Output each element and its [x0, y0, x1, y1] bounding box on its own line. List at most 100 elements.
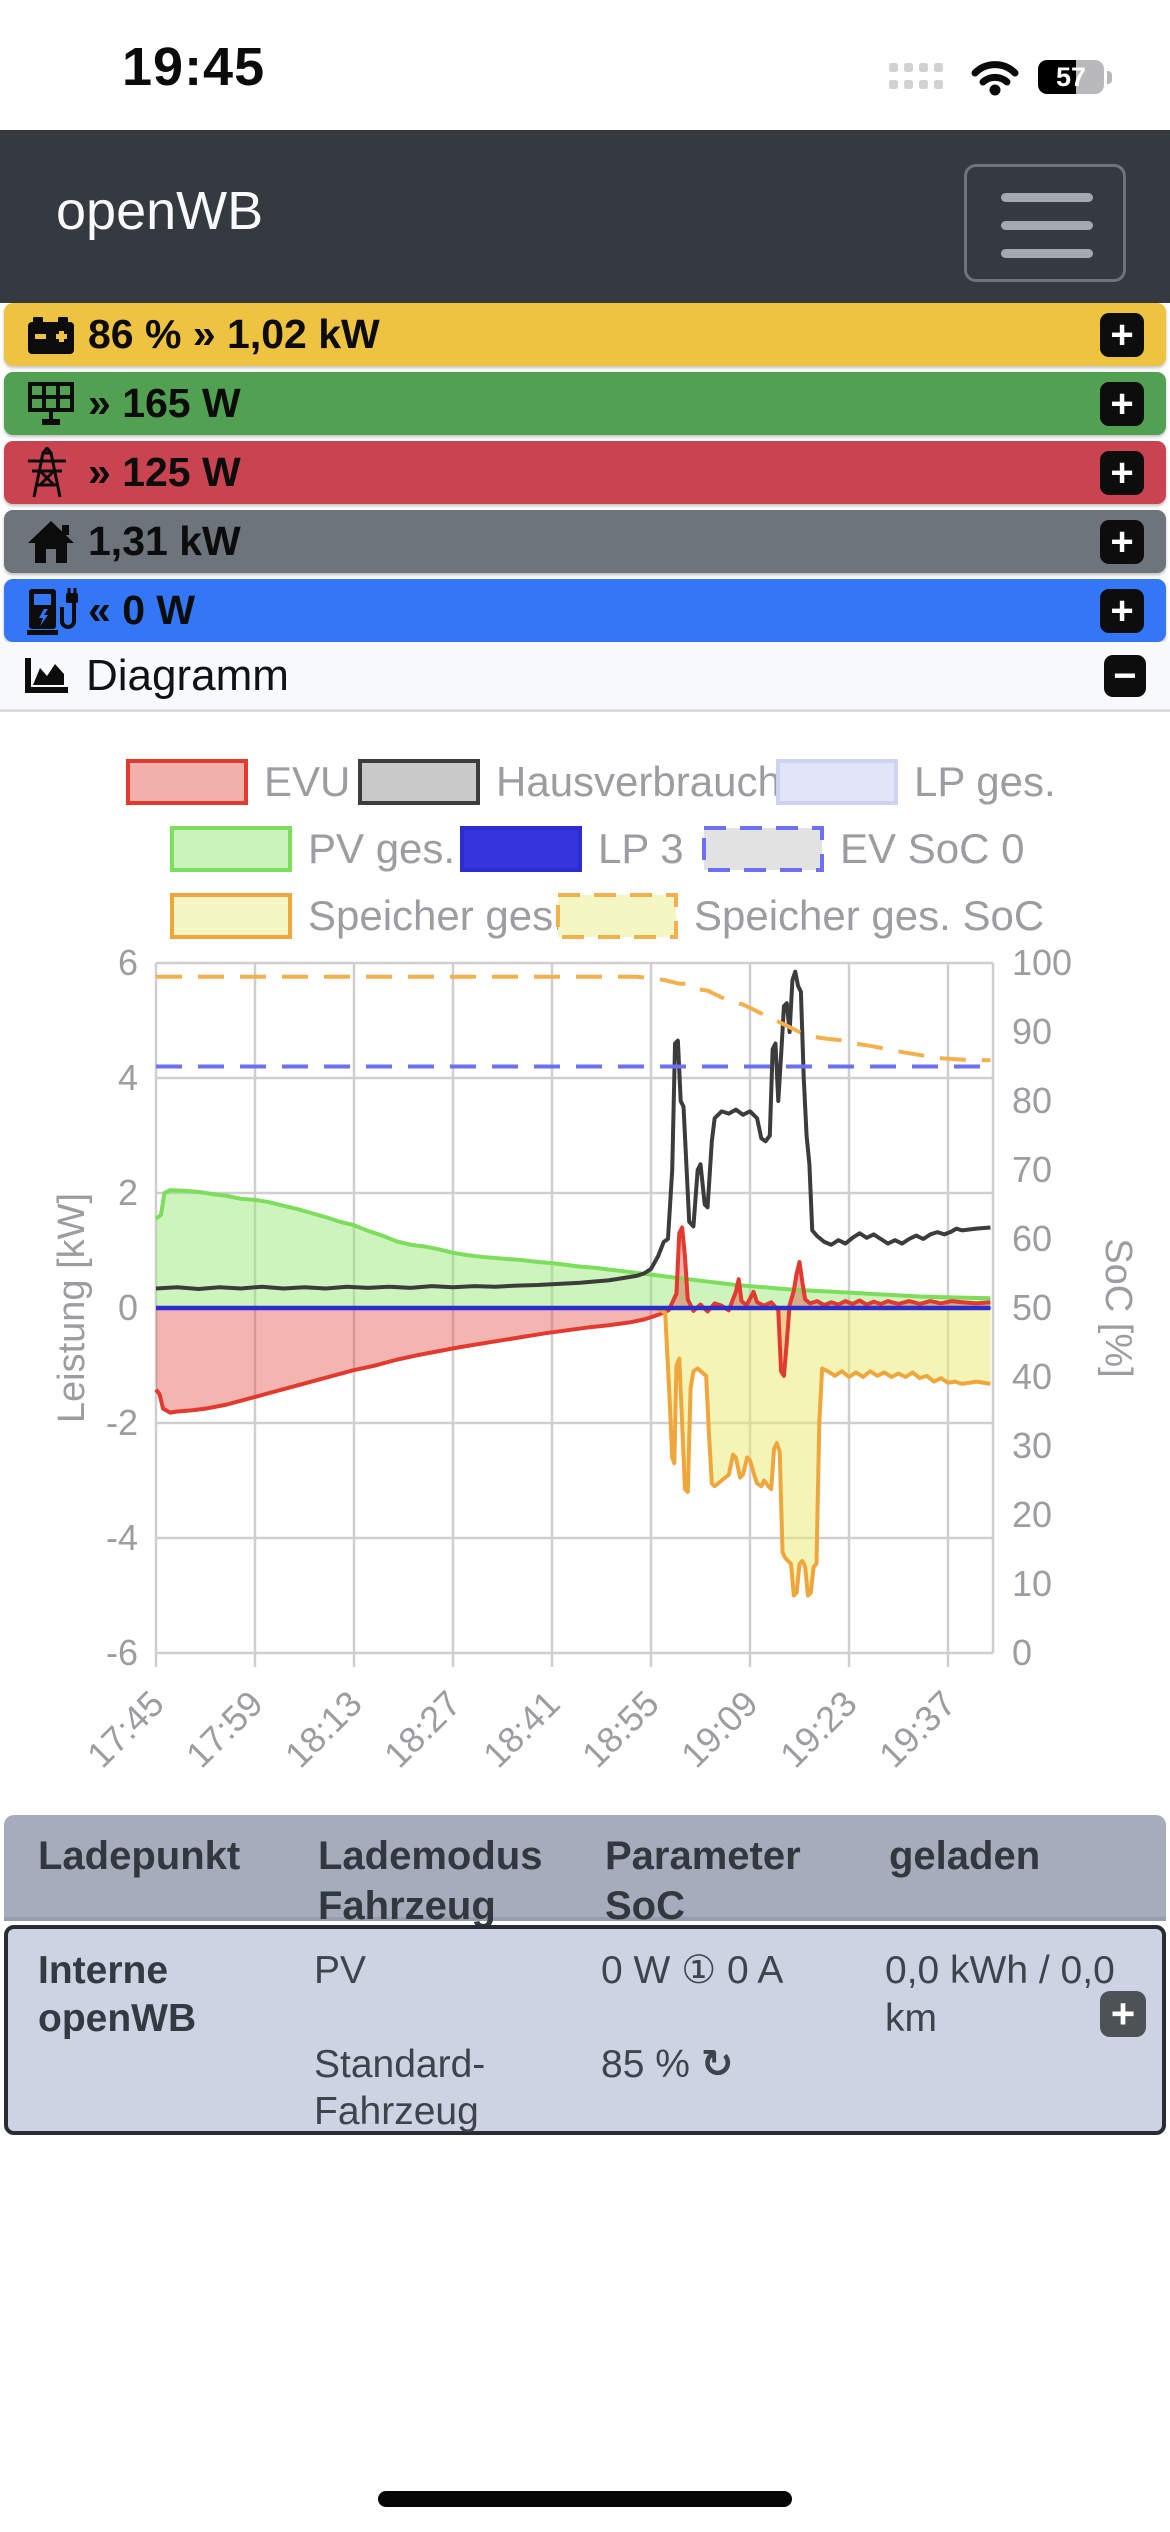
area-chart-icon — [25, 657, 68, 693]
expand-chargepoint-button[interactable]: + — [1100, 588, 1144, 633]
status-tile-chargepoint[interactable]: « 0 W + — [4, 579, 1166, 642]
pv-tile-label: » 165 W — [88, 380, 241, 426]
svg-text:20: 20 — [1012, 1494, 1052, 1535]
svg-text:10: 10 — [1012, 1563, 1052, 1604]
svg-text:18:55: 18:55 — [574, 1683, 667, 1776]
svg-text:SoC [%]: SoC [%] — [1097, 1238, 1139, 1377]
svg-text:Speicher ges. SoC: Speicher ges. SoC — [694, 892, 1044, 939]
chargepoint-row[interactable]: Interne openWB PV Standard-Fahrzeug 0 W … — [4, 1925, 1166, 2135]
svg-text:0: 0 — [118, 1287, 138, 1328]
chargepoint-name: Interne openWB — [38, 1949, 197, 2040]
svg-text:-2: -2 — [106, 1402, 138, 1443]
ios-status-bar: 19:45 57 — [0, 0, 1170, 130]
expand-chargepoint-row-button[interactable]: + — [1100, 1990, 1146, 2037]
battery-icon: 57 — [1038, 60, 1104, 94]
svg-text:-6: -6 — [106, 1632, 138, 1673]
svg-text:EV SoC 0: EV SoC 0 — [840, 825, 1024, 872]
grid-tile-label: » 125 W — [88, 449, 241, 495]
hamburger-icon — [1001, 193, 1093, 277]
svg-text:30: 30 — [1012, 1425, 1052, 1466]
svg-text:19:23: 19:23 — [772, 1683, 865, 1776]
phase-count-icon: ① — [681, 1949, 717, 1992]
svg-text:2: 2 — [118, 1172, 138, 1213]
svg-text:6: 6 — [118, 942, 138, 983]
expand-pv-button[interactable]: + — [1100, 381, 1144, 426]
plus-icon: + — [1110, 450, 1134, 495]
home-indicator — [378, 2491, 792, 2507]
svg-text:19:37: 19:37 — [871, 1683, 964, 1776]
plus-icon: + — [1110, 519, 1134, 564]
vehicle-soc-line: 85 % ↻ — [601, 2041, 885, 2089]
collapse-diagram-button[interactable]: − — [1104, 653, 1146, 698]
wifi-icon — [971, 61, 1019, 96]
svg-text:18:27: 18:27 — [376, 1683, 469, 1776]
svg-text:18:41: 18:41 — [475, 1683, 568, 1776]
house-icon — [26, 519, 82, 565]
svg-text:70: 70 — [1012, 1149, 1052, 1190]
svg-text:17:59: 17:59 — [178, 1683, 271, 1776]
svg-text:Hausverbrauch: Hausverbrauch — [496, 758, 781, 805]
battery-percent: 57 — [1055, 61, 1087, 92]
refresh-soc-icon[interactable]: ↻ — [700, 2042, 734, 2086]
diagram-section-header[interactable]: Diagramm − — [0, 642, 1170, 712]
plus-icon: + — [1110, 312, 1134, 357]
expand-grid-button[interactable]: + — [1100, 450, 1144, 495]
status-tile-house[interactable]: 1,31 kW + — [4, 510, 1166, 573]
status-tile-battery[interactable]: 86 % » 1,02 kW + — [4, 303, 1166, 366]
svg-text:Speicher ges.: Speicher ges. — [308, 892, 565, 939]
plus-icon: + — [1110, 381, 1134, 426]
header-geladen: geladen — [889, 1834, 1041, 1878]
svg-text:17:45: 17:45 — [79, 1683, 172, 1776]
chargepoint-tile-label: « 0 W — [88, 587, 196, 633]
svg-text:LP 3: LP 3 — [598, 825, 684, 872]
expand-house-button[interactable]: + — [1100, 519, 1144, 564]
status-tile-pv[interactable]: » 165 W + — [4, 372, 1166, 435]
status-tile-grid[interactable]: » 125 W + — [4, 441, 1166, 504]
header-parameter: Parameter SoC — [605, 1834, 801, 1928]
charged-amount: 0,0 kWh / 0,0 km — [885, 1949, 1115, 2040]
svg-text:-4: -4 — [106, 1517, 138, 1558]
menu-button[interactable] — [964, 164, 1126, 282]
chargepoint-table-header: Ladepunkt Lademodus Fahrzeug Parameter S… — [4, 1815, 1166, 1928]
solar-panel-icon — [26, 381, 82, 427]
charge-current: 0 A — [727, 1949, 784, 1992]
svg-text:80: 80 — [1012, 1080, 1052, 1121]
svg-text:18:13: 18:13 — [277, 1683, 370, 1776]
charge-parameters: 0 W ① 0 A — [601, 1947, 885, 1995]
plus-icon: + — [1110, 588, 1134, 633]
power-pylon-icon — [26, 446, 82, 499]
battery-nub — [1107, 70, 1112, 84]
svg-text:LP ges.: LP ges. — [914, 758, 1056, 805]
battery-tile-label: 86 % » 1,02 kW — [88, 311, 380, 357]
header-lademodus: Lademodus Fahrzeug — [318, 1834, 543, 1928]
minus-icon: − — [1113, 653, 1137, 698]
svg-text:40: 40 — [1012, 1356, 1052, 1397]
diagram-title: Diagramm — [86, 650, 289, 700]
svg-text:Leistung [kW]: Leistung [kW] — [51, 1193, 93, 1423]
expand-battery-button[interactable]: + — [1100, 312, 1144, 357]
svg-text:60: 60 — [1012, 1218, 1052, 1259]
vehicle-soc: 85 % — [601, 2042, 690, 2086]
plus-icon: + — [1110, 1990, 1136, 2037]
svg-text:19:09: 19:09 — [673, 1683, 766, 1776]
app-header: openWB — [0, 130, 1170, 303]
svg-text:90: 90 — [1012, 1011, 1052, 1052]
header-ladepunkt: Ladepunkt — [38, 1834, 241, 1878]
svg-text:4: 4 — [118, 1057, 138, 1098]
car-battery-icon — [26, 313, 82, 357]
statusbar-time: 19:45 — [122, 37, 266, 97]
house-tile-label: 1,31 kW — [88, 518, 241, 564]
svg-text:PV ges.: PV ges. — [308, 825, 455, 872]
svg-text:50: 50 — [1012, 1287, 1052, 1328]
charge-mode: PV — [314, 1949, 367, 1992]
charge-power: 0 W — [601, 1949, 671, 1992]
svg-text:EVU: EVU — [264, 758, 350, 805]
cellular-dots-icon — [889, 63, 943, 89]
svg-text:0: 0 — [1012, 1632, 1032, 1673]
vehicle-name: Standard-Fahrzeug — [314, 2042, 486, 2134]
app-title: openWB — [56, 181, 264, 241]
charging-station-icon — [26, 587, 82, 635]
svg-text:100: 100 — [1012, 942, 1072, 983]
